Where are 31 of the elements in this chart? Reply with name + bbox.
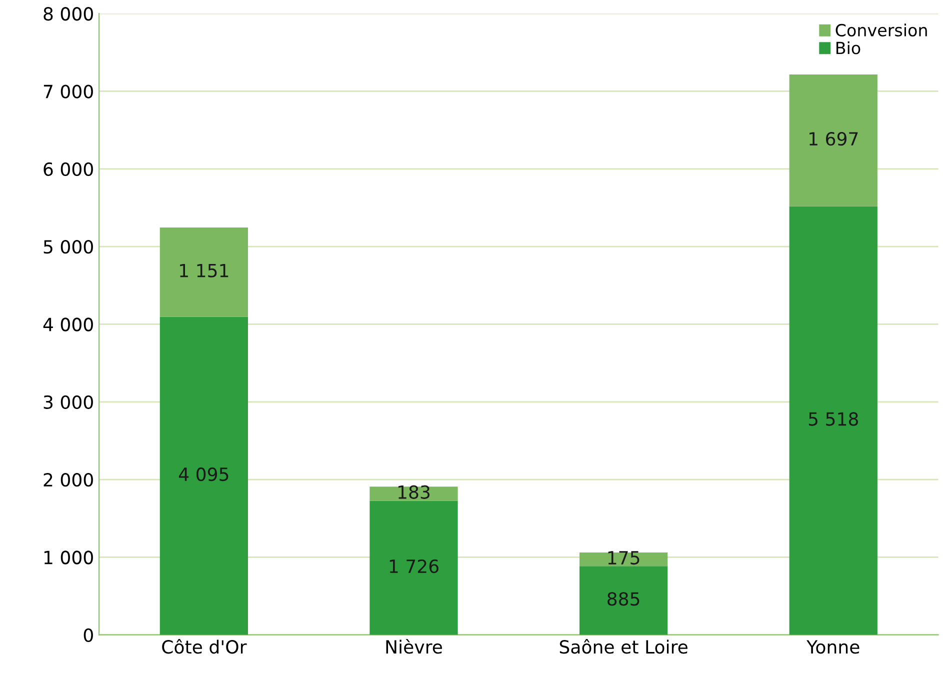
data-label: 175 [608,551,640,565]
x-tick-label: Saône et Loire [560,639,688,654]
y-tick-label: 3 000 [44,395,93,409]
y-tick-label: 6 000 [44,162,93,176]
bar [579,566,668,635]
y-tick-label: 4 000 [43,318,93,332]
data-label: 1 726 [390,559,438,574]
legend-label: Conversion [836,24,927,36]
bar [370,500,458,635]
bar [789,74,878,206]
bar [789,206,878,635]
bar [160,316,248,635]
legend-label: Bio [836,41,860,54]
x-tick-label: Yonne [806,640,860,654]
bar [579,552,668,566]
bar [370,486,458,501]
data-label: 183 [398,485,430,499]
data-label: 5 518 [808,412,858,426]
y-tick-label: 0 [84,628,93,642]
data-label: 4 095 [178,467,228,482]
y-tick-label: 1 000 [44,550,93,564]
bar [160,227,248,317]
x-tick-label: Nièvre [386,639,442,654]
data-label: 1 151 [180,264,228,278]
y-tick-label: 8 000 [44,7,93,21]
y-tick-label: 2 000 [44,473,93,487]
data-label: 1 697 [810,132,858,146]
x-tick-label: Côte d'Or [162,639,247,654]
y-tick-label: 5 000 [44,240,93,254]
y-tick-label: 7 000 [44,84,93,98]
data-label: 885 [608,592,640,606]
